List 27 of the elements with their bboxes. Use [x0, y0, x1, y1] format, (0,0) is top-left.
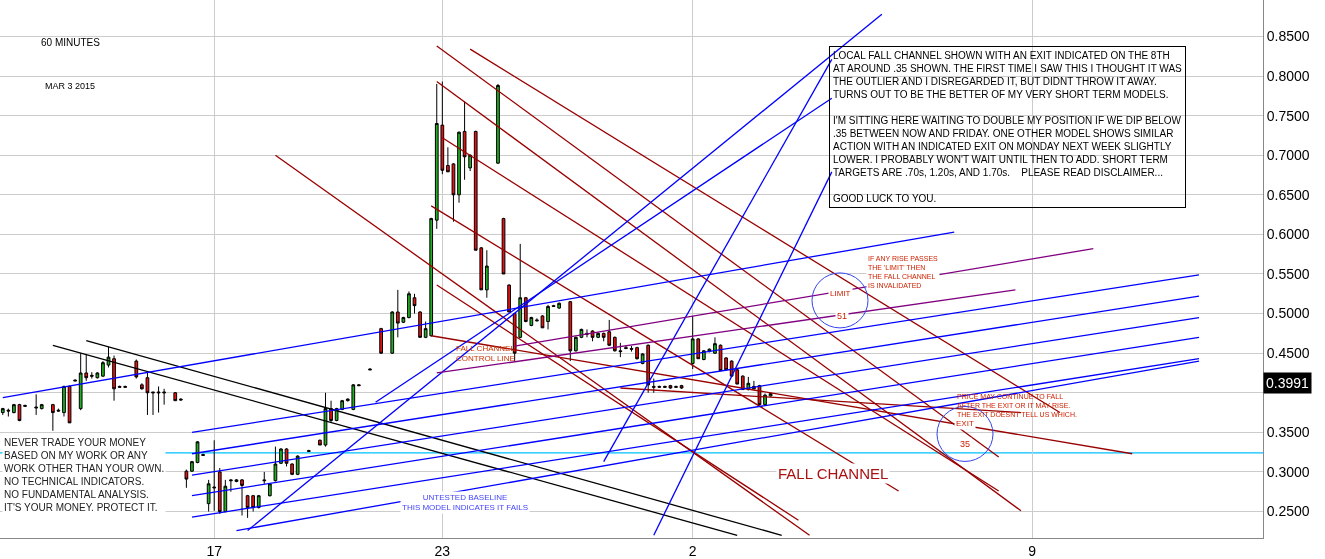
annotation: LIMIT	[830, 289, 851, 298]
y-tick-label: 0.2500	[1266, 503, 1310, 520]
x-tick-label: 23	[434, 542, 451, 559]
annotation: 60 MINUTES	[41, 37, 101, 48]
annotation: 51	[837, 311, 848, 321]
x-tick-label: 9	[1028, 542, 1037, 559]
y-tick-label: 0.4500	[1266, 345, 1310, 362]
y-tick-label: 0.5000	[1266, 305, 1310, 322]
y-tick-label: 0.3000	[1266, 463, 1310, 480]
text: LOCAL FALL CHANNEL SHOWN WITH AN EXIT INDICATED ON THE 8TH AT AROUND .35 SHOWN. THE FIRST TIME I SAW THIS I THOUGHT IT WAS THE OUTLIER AND I DISREGARDED IT, BUT DIDNT THROW IT AWAY. TURNS OUT TO BE THE BETTER OF MY VERY SHORT TERM MODELS. I'M SITTING HERE WAITING TO DOUBLE MY POSITION IF WE DIP BELOW .35 BETWEEN NOW AND FRIDAY. ONE OTHER MODEL SHOWS SIMILAR ACTION WITH AN INDICATED EXIT ON MONDAY NEXT WEEK SLIGHTLY LOWER. I PROBABLY WON'T WAIT UNTIL THEN TO ADD. SHORT TERM TARGETS ARE .70s, 1.20s, AND 1.70s. PLEASE READ DISCLAIMER... GOOD LUCK TO YOU.	[833, 50, 1182, 204]
annotation: UNTESTED BASELINE THIS MODEL INDICATES IT FAILS	[402, 493, 529, 513]
annotation: FALL CHANNEL	[778, 465, 889, 482]
y-tick-label: 0.6500	[1266, 186, 1310, 203]
annotation: MAR 3 2015	[45, 81, 96, 91]
y-tick-label: 0.8500	[1266, 28, 1310, 45]
y-tick-label: 0.5500	[1266, 265, 1310, 282]
annotation: EXIT	[956, 419, 974, 428]
annotation: NEVER TRADE YOUR MONEY BASED ON MY WORK OR ANY WORK OTHER THAN YOUR OWN. NO TECHNICAL INDICATORS. NO FUNDAMENTAL ANALYSIS. IT'S YOUR MONEY. PROTECT IT.	[4, 437, 165, 513]
y-tick-label: 0.6000	[1266, 226, 1310, 243]
x-tick-label: 2	[688, 542, 697, 559]
y-tick-label: 0.8000	[1266, 67, 1310, 84]
y-tick-label: 0.7500	[1266, 107, 1310, 124]
annotation: 35	[960, 439, 971, 449]
y-tick-label: 0.3500	[1266, 424, 1310, 441]
x-tick-label: 17	[206, 542, 223, 559]
text: 0.3991	[1266, 375, 1310, 391]
y-tick-label: 0.7000	[1266, 147, 1310, 164]
